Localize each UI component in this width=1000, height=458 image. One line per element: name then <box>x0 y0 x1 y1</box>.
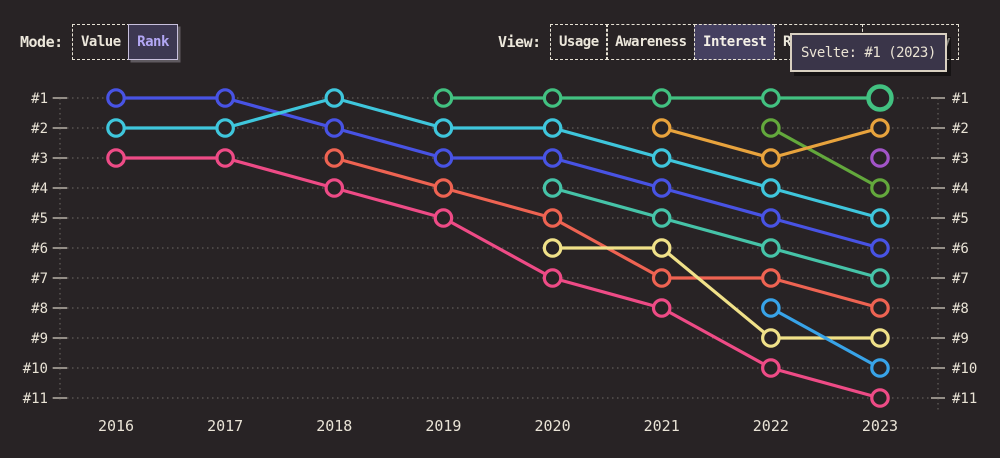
rank-label-left-6: #6 <box>31 241 48 257</box>
data-point-lime-2023[interactable] <box>870 178 890 198</box>
x-tick-label-2020: 2020 <box>534 417 570 435</box>
data-point-indigo-2023[interactable] <box>870 238 890 258</box>
rank-label-left-4: #4 <box>31 181 48 197</box>
data-point-pink-2020[interactable] <box>542 268 563 288</box>
data-point-pink-2018[interactable] <box>324 178 345 198</box>
data-point-cyan-2020[interactable] <box>542 118 563 138</box>
x-tick-label-2017: 2017 <box>207 417 243 435</box>
data-point-lime-2022[interactable] <box>761 118 781 138</box>
rank-label-left-8: #8 <box>31 301 48 317</box>
x-tick-label-2022: 2022 <box>753 417 789 435</box>
data-point-cyan-2018[interactable] <box>324 88 345 108</box>
data-point-indigo-2016[interactable] <box>106 88 126 108</box>
series-line-cyan <box>114 96 882 220</box>
data-point-coral-2019[interactable] <box>433 178 454 198</box>
mode-label: Mode: <box>20 33 63 51</box>
rank-label-left-5: #5 <box>31 211 48 227</box>
data-point-pink-2021[interactable] <box>651 298 672 318</box>
rank-label-left-11: #11 <box>23 391 48 407</box>
data-point-pink-2016[interactable] <box>106 148 126 168</box>
series-line-pink <box>114 156 882 400</box>
data-point-cyan-2016[interactable] <box>106 118 126 138</box>
rank-label-left-3: #3 <box>31 151 48 167</box>
data-point-indigo-2018[interactable] <box>324 118 345 138</box>
rank-label-left-7: #7 <box>31 271 48 287</box>
series-line-sky <box>769 306 882 370</box>
data-point-green-2022[interactable] <box>761 88 781 108</box>
rank-label-right-2: #2 <box>952 121 969 137</box>
x-tick-label-2018: 2018 <box>316 417 352 435</box>
data-point-cyan-2017[interactable] <box>215 118 235 138</box>
data-point-pink-2022[interactable] <box>761 358 781 378</box>
data-point-teal-2021[interactable] <box>651 208 672 228</box>
data-point-indigo-2021[interactable] <box>651 178 672 198</box>
data-point-sky-2022[interactable] <box>761 298 781 318</box>
data-point-pink-2017[interactable] <box>215 148 235 168</box>
rank-label-right-11: #11 <box>952 391 977 407</box>
data-point-green-2020[interactable] <box>542 88 563 108</box>
data-point-pink-2019[interactable] <box>433 208 454 228</box>
data-point-purple-2023[interactable] <box>870 148 890 168</box>
series-line-teal <box>550 186 882 280</box>
data-point-coral-2020[interactable] <box>542 208 563 228</box>
data-point-green-2019[interactable] <box>433 88 454 108</box>
rank-label-right-10: #10 <box>952 361 977 377</box>
tooltip-text: Svelte: #1 (2023) <box>801 44 936 61</box>
rank-label-right-8: #8 <box>952 301 969 317</box>
data-point-coral-2021[interactable] <box>651 268 672 288</box>
rank-label-right-9: #9 <box>952 331 969 347</box>
rank-label-right-1: #1 <box>952 91 969 107</box>
data-point-teal-2022[interactable] <box>761 238 781 258</box>
data-point-green-2021[interactable] <box>651 88 672 108</box>
data-point-indigo-2017[interactable] <box>215 88 235 108</box>
data-point-yellow-2023[interactable] <box>870 328 890 348</box>
data-point-teal-2020[interactable] <box>542 178 563 198</box>
data-point-orange-2023[interactable] <box>870 118 890 138</box>
data-point-cyan-2021[interactable] <box>651 148 672 168</box>
rank-label-right-3: #3 <box>952 151 969 167</box>
rank-label-left-1: #1 <box>31 91 48 107</box>
data-point-pink-2023[interactable] <box>870 388 890 408</box>
mode-option-rank[interactable]: Rank <box>128 24 178 60</box>
data-point-green-2023[interactable] <box>866 84 894 112</box>
data-point-orange-2022[interactable] <box>761 148 781 168</box>
data-point-cyan-2019[interactable] <box>433 118 454 138</box>
series-line-lime <box>769 126 882 190</box>
rank-label-right-4: #4 <box>952 181 969 197</box>
rank-label-right-5: #5 <box>952 211 969 227</box>
rank-label-right-7: #7 <box>952 271 969 287</box>
view-label: View: <box>498 33 541 51</box>
data-point-teal-2023[interactable] <box>870 268 890 288</box>
x-tick-label-2016: 2016 <box>98 417 134 435</box>
data-point-yellow-2022[interactable] <box>761 328 781 348</box>
data-point-coral-2022[interactable] <box>761 268 781 288</box>
series-line-coral <box>332 156 882 310</box>
series-line-indigo <box>114 96 882 250</box>
rank-label-right-6: #6 <box>952 241 969 257</box>
rank-label-left-2: #2 <box>31 121 48 137</box>
x-tick-label-2023: 2023 <box>862 417 898 435</box>
data-point-cyan-2022[interactable] <box>761 178 781 198</box>
tooltip: Svelte: #1 (2023) <box>790 33 947 72</box>
data-point-orange-2021[interactable] <box>651 118 672 138</box>
data-point-indigo-2019[interactable] <box>433 148 454 168</box>
data-point-coral-2023[interactable] <box>870 298 890 318</box>
mode-toggle: Value Rank <box>72 24 178 60</box>
data-point-sky-2023[interactable] <box>870 358 890 378</box>
data-point-indigo-2022[interactable] <box>761 208 781 228</box>
data-point-indigo-2020[interactable] <box>542 148 563 168</box>
rank-label-left-10: #10 <box>23 361 48 377</box>
data-point-cyan-2023[interactable] <box>870 208 890 228</box>
x-tick-label-2021: 2021 <box>644 417 680 435</box>
rank-label-left-9: #9 <box>31 331 48 347</box>
data-point-yellow-2021[interactable] <box>651 238 672 258</box>
data-point-coral-2018[interactable] <box>324 148 345 168</box>
data-point-yellow-2020[interactable] <box>542 238 563 258</box>
x-tick-label-2019: 2019 <box>425 417 461 435</box>
